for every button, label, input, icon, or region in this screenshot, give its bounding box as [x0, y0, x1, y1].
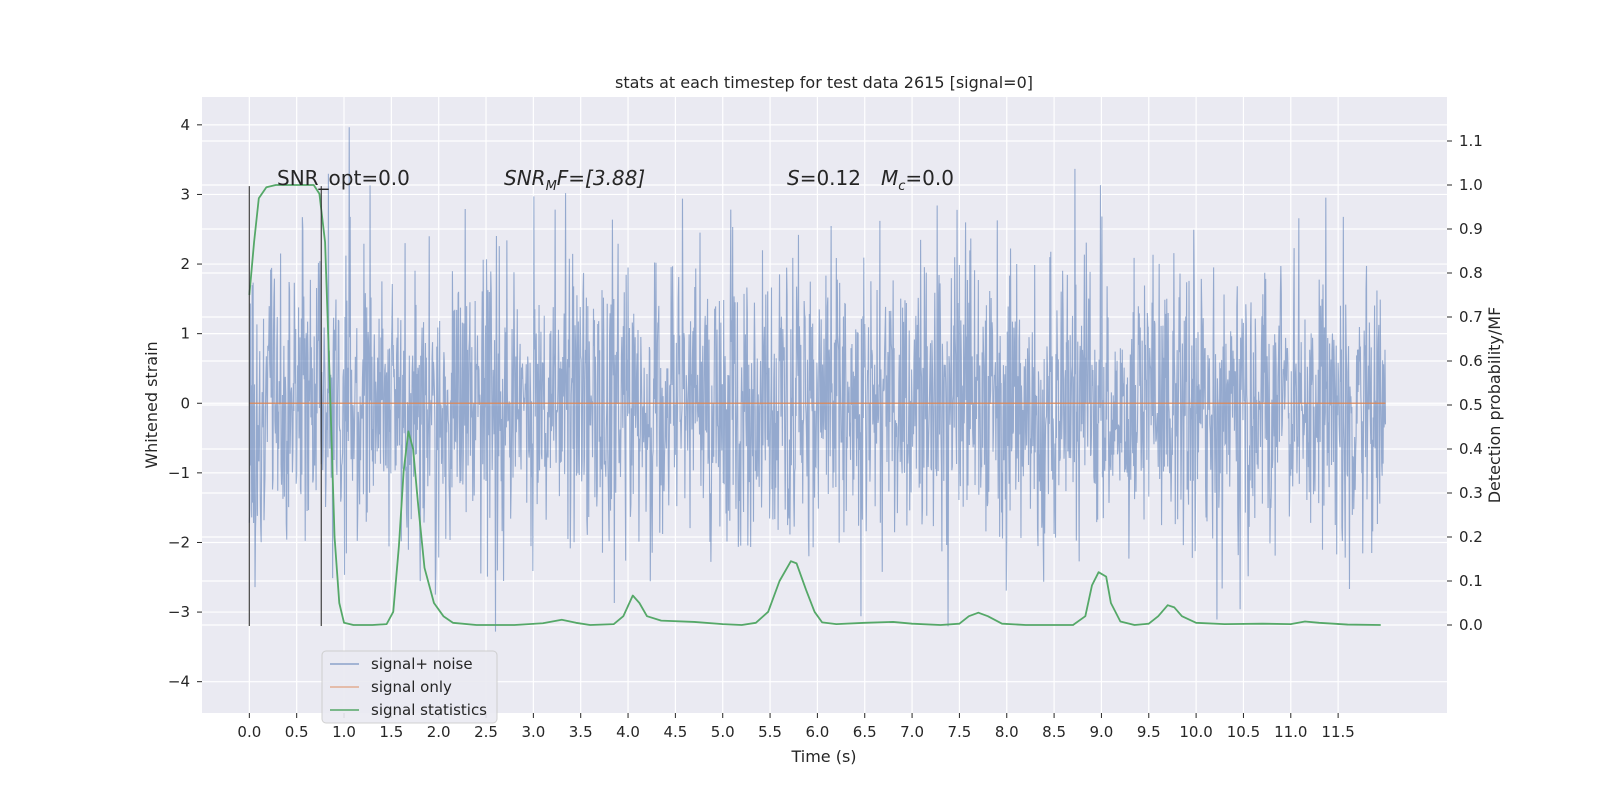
y-right-tick-label: 0.3 [1459, 484, 1483, 502]
x-tick-label: 5.5 [758, 723, 782, 741]
y-axis-left-label: Whitened strain [142, 341, 161, 468]
annotation-mc-symbol: M [881, 166, 898, 190]
x-axis-ticks: 0.0 0.5 1.0 1.5 2.0 2.5 3.0 3.5 4.0 4.5 5.0 5.5 6.0 6… [237, 713, 1355, 741]
y-left-tick-label: 0 [180, 394, 190, 412]
x-tick-label: 3.0 [521, 723, 545, 741]
annotation-mc-value: Mc=0.0 [881, 166, 954, 194]
legend-box [321, 650, 498, 724]
x-tick-label: 0.5 [285, 723, 309, 741]
x-tick-label: 10.0 [1179, 723, 1212, 741]
x-tick-label: 9.0 [1090, 723, 1114, 741]
series-signal-plus-noise [248, 127, 1387, 632]
legend-label-signal-plus-noise: signal+ noise [371, 655, 473, 673]
x-tick-label: 3.5 [569, 723, 593, 741]
y-right-tick-label: 0.9 [1459, 220, 1483, 238]
x-tick-label: 8.0 [995, 723, 1019, 741]
y-right-tick-label: 0.6 [1459, 352, 1483, 370]
x-tick-label: 6.0 [805, 723, 829, 741]
annotation-mc-rest: =0.0 [905, 166, 954, 190]
x-tick-label: 1.5 [379, 723, 403, 741]
annotation-s-symbol: S [787, 166, 800, 190]
x-tick-label: 11.5 [1321, 723, 1354, 741]
y-left-tick-label: −4 [168, 673, 190, 691]
y-right-tick-label: 0.8 [1459, 264, 1483, 282]
annotation-mc-sub: c [898, 179, 905, 194]
x-tick-label: 6.5 [853, 723, 877, 741]
y-axis-right-label: Detection probability/MF [1485, 307, 1504, 504]
annotation-snr-mf-rest: F=[3.88] [557, 166, 645, 190]
y-left-tick-label: 4 [180, 116, 190, 134]
x-tick-label: 7.5 [947, 723, 971, 741]
annotation-snr-mf-sub: M [546, 179, 557, 194]
vertical-markers [248, 186, 322, 626]
annotation-snr-opt: SNR_opt=0.0 [277, 166, 410, 190]
y-left-tick-label: −1 [168, 464, 190, 482]
y-left-tick-label: −3 [168, 603, 190, 621]
y-left-tick-label: 2 [180, 255, 190, 273]
annotation-s-rest: =0.12 [800, 166, 861, 190]
x-tick-label: 10.5 [1227, 723, 1260, 741]
legend: signal+ noise signal only signal statist… [321, 650, 498, 724]
legend-label-signal-statistics: signal statistics [371, 701, 487, 719]
x-tick-label: 4.5 [663, 723, 687, 741]
x-tick-label: 2.0 [427, 723, 451, 741]
x-tick-label: 9.5 [1137, 723, 1161, 741]
y-right-tick-label: 0.2 [1459, 528, 1483, 546]
signal-statistics-line [248, 184, 1381, 626]
x-tick-label: 0.0 [237, 723, 261, 741]
x-tick-label: 5.0 [711, 723, 735, 741]
chart-title: stats at each timestep for test data 261… [615, 73, 1033, 92]
y-right-tick-label: 0.4 [1459, 440, 1483, 458]
annotation-snr-mf: SNRMF=[3.88] [504, 166, 645, 194]
signal-plus-noise-line [248, 127, 1387, 632]
y-left-tick-label: 3 [180, 185, 190, 203]
legend-label-signal-only: signal only [371, 678, 452, 696]
y-axis-left-ticks: −4 −3 −2 −1 0 1 2 3 4 [168, 116, 202, 691]
y-right-tick-label: 0.5 [1459, 396, 1483, 414]
y-right-tick-label: 0.7 [1459, 308, 1483, 326]
x-axis-label: Time (s) [790, 747, 856, 766]
x-tick-label: 1.0 [332, 723, 356, 741]
x-tick-label: 11.0 [1274, 723, 1307, 741]
y-right-tick-label: 1.1 [1459, 132, 1483, 150]
y-left-tick-label: 1 [180, 325, 190, 343]
annotation-s-value: S=0.12 [787, 166, 861, 190]
x-tick-label: 8.5 [1042, 723, 1066, 741]
y-axis-right-ticks: 0.0 0.1 0.2 0.3 0.4 0.5 0.6 0.7 0.8 0.9 1.0 1.1 [1447, 132, 1483, 634]
x-tick-label: 4.0 [616, 723, 640, 741]
x-tick-label: 7.0 [900, 723, 924, 741]
x-tick-label: 2.5 [474, 723, 498, 741]
y-right-tick-label: 0.1 [1459, 572, 1483, 590]
y-right-tick-label: 1.0 [1459, 176, 1483, 194]
annotation-snr-mf-base: SNR [504, 166, 546, 190]
series-signal-statistics [248, 184, 1381, 626]
y-left-tick-label: −2 [168, 533, 190, 551]
y-right-tick-label: 0.0 [1459, 616, 1483, 634]
